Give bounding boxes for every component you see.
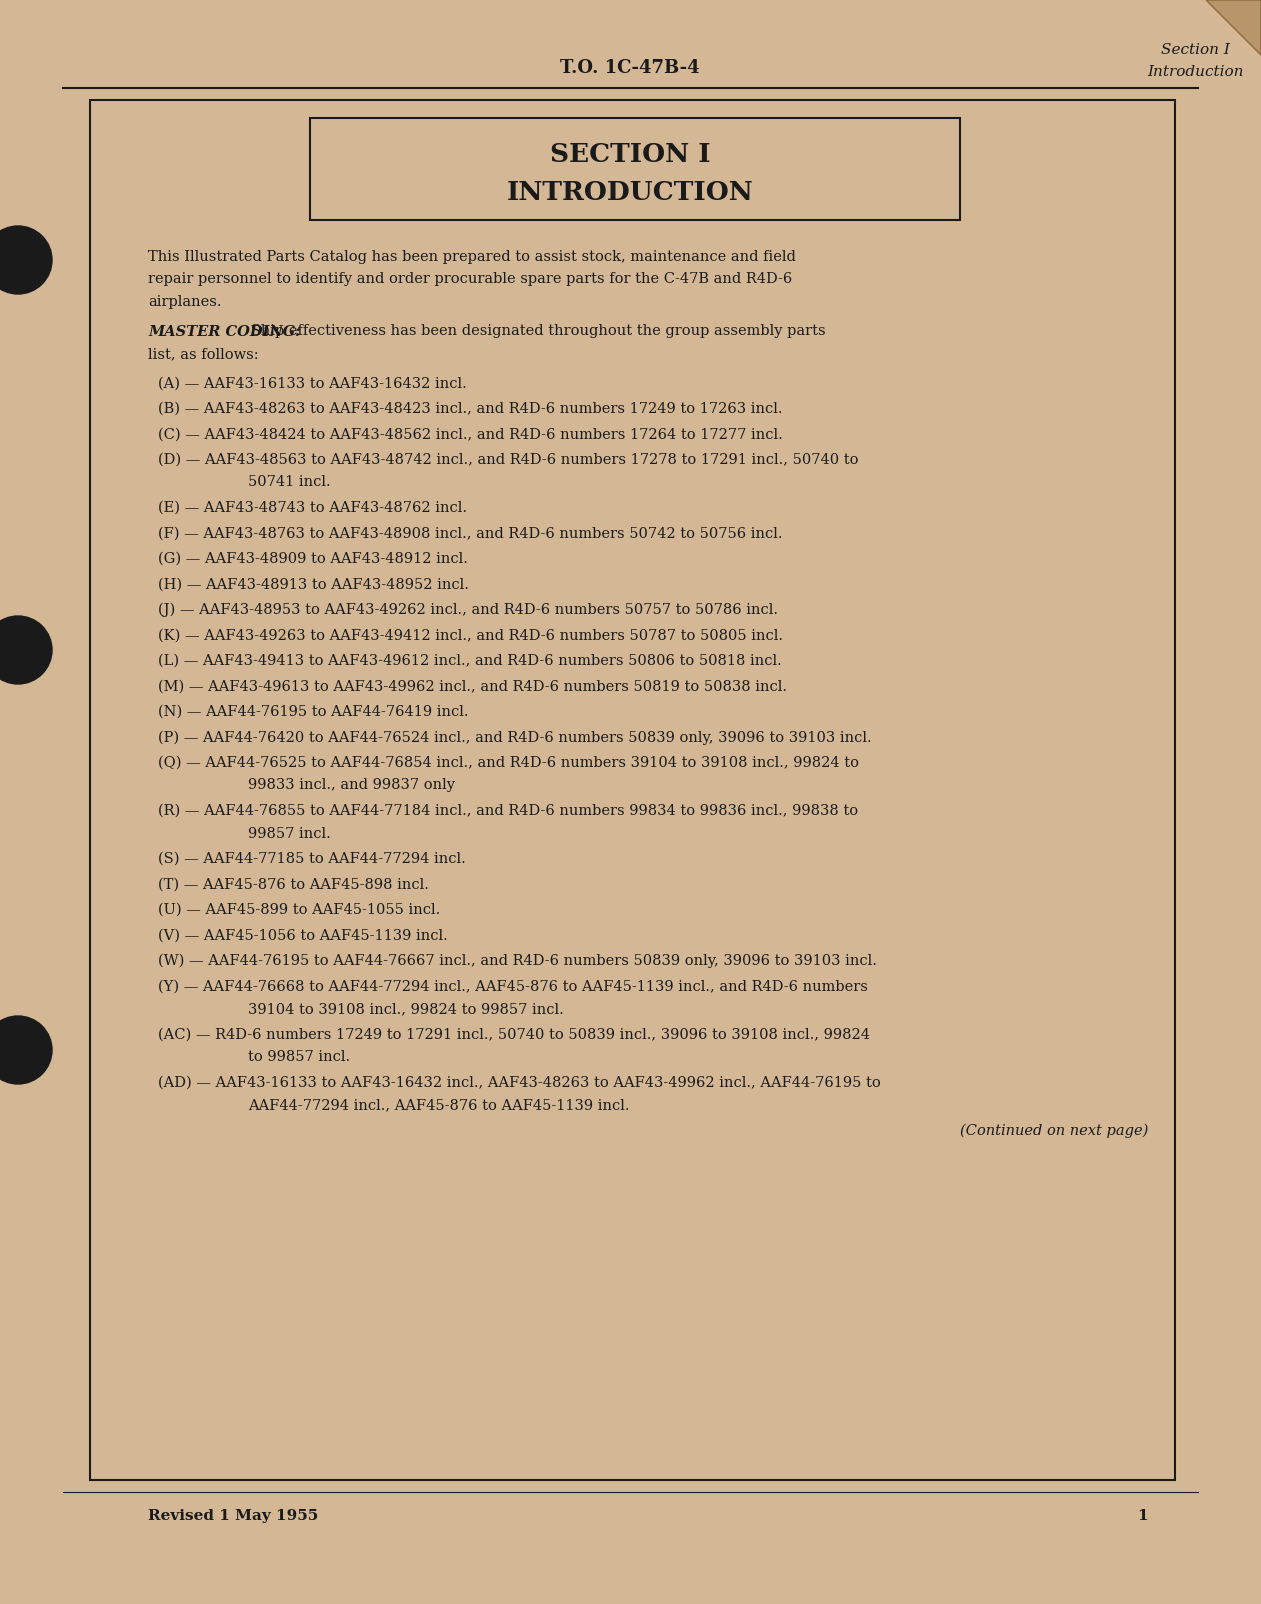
Text: (T) — AAF45-876 to AAF45-898 incl.: (T) — AAF45-876 to AAF45-898 incl.	[158, 877, 429, 892]
Text: Introduction: Introduction	[1146, 66, 1243, 79]
Text: (S) — AAF44-77185 to AAF44-77294 incl.: (S) — AAF44-77185 to AAF44-77294 incl.	[158, 852, 465, 866]
Text: (D) — AAF43-48563 to AAF43-48742 incl., and R4D-6 numbers 17278 to 17291 incl., : (D) — AAF43-48563 to AAF43-48742 incl., …	[158, 452, 859, 467]
Text: T.O. 1C-47B-4: T.O. 1C-47B-4	[560, 59, 700, 77]
Text: repair personnel to identify and order procurable spare parts for the C-47B and : repair personnel to identify and order p…	[148, 273, 792, 287]
Text: SECTION I: SECTION I	[550, 143, 710, 167]
Text: (N) — AAF44-76195 to AAF44-76419 incl.: (N) — AAF44-76195 to AAF44-76419 incl.	[158, 706, 469, 719]
Text: (G) — AAF43-48909 to AAF43-48912 incl.: (G) — AAF43-48909 to AAF43-48912 incl.	[158, 552, 468, 566]
Text: to 99857 incl.: to 99857 incl.	[248, 1051, 351, 1063]
Text: 99857 incl.: 99857 incl.	[248, 826, 330, 840]
Text: (A) — AAF43-16133 to AAF43-16432 incl.: (A) — AAF43-16133 to AAF43-16432 incl.	[158, 377, 467, 390]
Text: (P) — AAF44-76420 to AAF44-76524 incl., and R4D-6 numbers 50839 only, 39096 to 3: (P) — AAF44-76420 to AAF44-76524 incl., …	[158, 730, 871, 744]
Text: (C) — AAF43-48424 to AAF43-48562 incl., and R4D-6 numbers 17264 to 17277 incl.: (C) — AAF43-48424 to AAF43-48562 incl., …	[158, 428, 783, 441]
Text: (E) — AAF43-48743 to AAF43-48762 incl.: (E) — AAF43-48743 to AAF43-48762 incl.	[158, 500, 467, 515]
Text: This Illustrated Parts Catalog has been prepared to assist stock, maintenance an: This Illustrated Parts Catalog has been …	[148, 250, 796, 265]
Text: (M) — AAF43-49613 to AAF43-49962 incl., and R4D-6 numbers 50819 to 50838 incl.: (M) — AAF43-49613 to AAF43-49962 incl., …	[158, 680, 787, 693]
Text: 1: 1	[1137, 1509, 1148, 1524]
Text: (Continued on next page): (Continued on next page)	[960, 1123, 1148, 1137]
Text: list, as follows:: list, as follows:	[148, 346, 259, 361]
Text: (B) — AAF43-48263 to AAF43-48423 incl., and R4D-6 numbers 17249 to 17263 incl.: (B) — AAF43-48263 to AAF43-48423 incl., …	[158, 403, 783, 415]
Circle shape	[0, 226, 52, 294]
Text: (F) — AAF43-48763 to AAF43-48908 incl., and R4D-6 numbers 50742 to 50756 incl.: (F) — AAF43-48763 to AAF43-48908 incl., …	[158, 526, 783, 541]
Text: (V) — AAF45-1056 to AAF45-1139 incl.: (V) — AAF45-1056 to AAF45-1139 incl.	[158, 929, 448, 943]
Text: Ship effectiveness has been designated throughout the group assembly parts: Ship effectiveness has been designated t…	[246, 324, 826, 338]
Bar	[310, 119, 960, 220]
Circle shape	[0, 616, 52, 683]
Bar	[90, 99, 1175, 1480]
Text: 50741 incl.: 50741 incl.	[248, 475, 330, 489]
Text: AAF44-77294 incl., AAF45-876 to AAF45-1139 incl.: AAF44-77294 incl., AAF45-876 to AAF45-11…	[248, 1099, 629, 1112]
Text: (W) — AAF44-76195 to AAF44-76667 incl., and R4D-6 numbers 50839 only, 39096 to 3: (W) — AAF44-76195 to AAF44-76667 incl., …	[158, 954, 876, 969]
Text: Revised 1 May 1955: Revised 1 May 1955	[148, 1509, 318, 1524]
Text: (R) — AAF44-76855 to AAF44-77184 incl., and R4D-6 numbers 99834 to 99836 incl., : (R) — AAF44-76855 to AAF44-77184 incl., …	[158, 804, 859, 818]
Text: MASTER CODING:: MASTER CODING:	[148, 324, 300, 338]
Text: (H) — AAF43-48913 to AAF43-48952 incl.: (H) — AAF43-48913 to AAF43-48952 incl.	[158, 577, 469, 592]
Text: 99833 incl., and 99837 only: 99833 incl., and 99837 only	[248, 778, 455, 792]
Text: INTRODUCTION: INTRODUCTION	[507, 181, 753, 205]
Text: (J) — AAF43-48953 to AAF43-49262 incl., and R4D-6 numbers 50757 to 50786 incl.: (J) — AAF43-48953 to AAF43-49262 incl., …	[158, 603, 778, 618]
Circle shape	[0, 1015, 52, 1084]
Text: (Q) — AAF44-76525 to AAF44-76854 incl., and R4D-6 numbers 39104 to 39108 incl., : (Q) — AAF44-76525 to AAF44-76854 incl., …	[158, 755, 859, 770]
Text: (Y) — AAF44-76668 to AAF44-77294 incl., AAF45-876 to AAF45-1139 incl., and R4D-6: (Y) — AAF44-76668 to AAF44-77294 incl., …	[158, 980, 868, 993]
Text: (AC) — R4D-6 numbers 17249 to 17291 incl., 50740 to 50839 incl., 39096 to 39108 : (AC) — R4D-6 numbers 17249 to 17291 incl…	[158, 1028, 870, 1041]
Text: airplanes.: airplanes.	[148, 295, 222, 310]
Text: (AD) — AAF43-16133 to AAF43-16432 incl., AAF43-48263 to AAF43-49962 incl., AAF44: (AD) — AAF43-16133 to AAF43-16432 incl.,…	[158, 1076, 880, 1089]
Text: (L) — AAF43-49413 to AAF43-49612 incl., and R4D-6 numbers 50806 to 50818 incl.: (L) — AAF43-49413 to AAF43-49612 incl., …	[158, 654, 782, 667]
Text: Section I: Section I	[1160, 43, 1229, 58]
Text: (K) — AAF43-49263 to AAF43-49412 incl., and R4D-6 numbers 50787 to 50805 incl.: (K) — AAF43-49263 to AAF43-49412 incl., …	[158, 629, 783, 643]
Polygon shape	[1206, 0, 1261, 55]
Text: (U) — AAF45-899 to AAF45-1055 incl.: (U) — AAF45-899 to AAF45-1055 incl.	[158, 903, 440, 917]
Text: 39104 to 39108 incl., 99824 to 99857 incl.: 39104 to 39108 incl., 99824 to 99857 inc…	[248, 1002, 564, 1015]
